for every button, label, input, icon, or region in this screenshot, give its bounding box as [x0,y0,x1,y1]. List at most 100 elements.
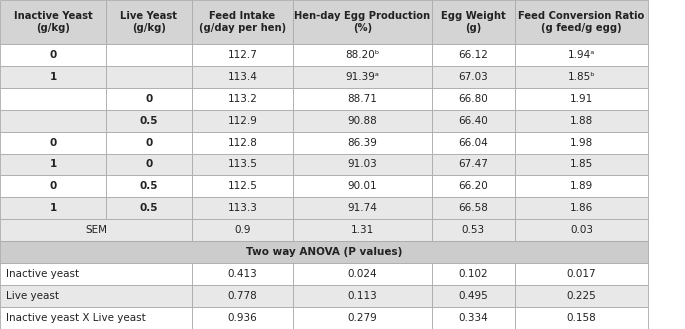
Bar [432,154,515,175]
Text: Feed Conversion Ratio
(g feed/g egg): Feed Conversion Ratio (g feed/g egg) [519,11,645,33]
Text: 67.47: 67.47 [458,160,488,169]
Bar [0,0,106,44]
Text: 0.9: 0.9 [234,225,251,235]
Text: 66.40: 66.40 [458,115,488,126]
Text: 66.58: 66.58 [458,203,488,214]
Text: Inactive yeast: Inactive yeast [6,269,79,279]
Text: 1: 1 [49,203,57,214]
Bar [106,0,192,44]
Bar [106,44,192,66]
Text: 0.53: 0.53 [462,225,485,235]
Text: 0.413: 0.413 [227,269,258,279]
Bar [192,154,293,175]
Bar [293,263,432,285]
Bar [432,175,515,197]
Bar [106,197,192,219]
Text: 91.39ᵃ: 91.39ᵃ [345,72,379,82]
Text: 1.31: 1.31 [351,225,374,235]
Text: 112.7: 112.7 [227,50,258,60]
Bar [0,132,106,154]
Bar [432,285,515,307]
Text: Live Yeast
(g/kg): Live Yeast (g/kg) [121,11,177,33]
Text: 0.102: 0.102 [458,269,488,279]
Bar [106,175,192,197]
Text: 88.20ᵇ: 88.20ᵇ [345,50,379,60]
Bar [515,197,648,219]
Bar [432,307,515,329]
Text: 1.85: 1.85 [570,160,593,169]
Bar [0,197,106,219]
Text: 0.334: 0.334 [458,313,488,323]
Text: 113.3: 113.3 [227,203,258,214]
Bar [293,44,432,66]
Bar [106,110,192,132]
Bar [515,219,648,241]
Bar [432,44,515,66]
Text: 0.279: 0.279 [347,313,377,323]
Text: 0.5: 0.5 [140,115,158,126]
Bar [293,285,432,307]
Bar [106,66,192,88]
Text: 113.5: 113.5 [227,160,258,169]
Text: 91.03: 91.03 [347,160,377,169]
Text: 112.8: 112.8 [227,138,258,148]
Bar [293,154,432,175]
Text: 66.04: 66.04 [458,138,488,148]
Bar [0,263,192,285]
Bar [0,88,106,110]
Bar [0,154,106,175]
Bar [515,44,648,66]
Text: Live yeast: Live yeast [6,291,59,301]
Bar [0,219,192,241]
Bar [293,219,432,241]
Bar [106,154,192,175]
Bar [106,88,192,110]
Bar [432,66,515,88]
Text: 1.88: 1.88 [570,115,593,126]
Text: 88.71: 88.71 [347,94,377,104]
Text: 0.017: 0.017 [566,269,597,279]
Text: Egg Weight
(g): Egg Weight (g) [441,11,506,33]
Bar [293,88,432,110]
Bar [293,197,432,219]
Text: 90.01: 90.01 [347,181,377,191]
Text: Hen-day Egg Production
(%): Hen-day Egg Production (%) [295,11,430,33]
Bar [432,263,515,285]
Text: Inactive yeast X Live yeast: Inactive yeast X Live yeast [6,313,146,323]
Bar [293,132,432,154]
Bar [0,44,106,66]
Text: 112.5: 112.5 [227,181,258,191]
Text: 91.74: 91.74 [347,203,377,214]
Text: 1: 1 [49,160,57,169]
Text: 86.39: 86.39 [347,138,377,148]
Bar [293,175,432,197]
Text: Inactive Yeast
(g/kg): Inactive Yeast (g/kg) [14,11,92,33]
Text: 1.91: 1.91 [570,94,593,104]
Bar [192,285,293,307]
Bar [293,110,432,132]
Text: 112.9: 112.9 [227,115,258,126]
Text: 1.94ᵃ: 1.94ᵃ [568,50,595,60]
Bar [192,175,293,197]
Bar [293,66,432,88]
Bar [515,88,648,110]
Bar [432,88,515,110]
Text: 0.495: 0.495 [458,291,488,301]
Text: 0.5: 0.5 [140,203,158,214]
Text: 0: 0 [49,181,57,191]
Bar [192,197,293,219]
Bar [515,132,648,154]
Text: 1: 1 [49,72,57,82]
Bar [0,66,106,88]
Bar [192,0,293,44]
Text: 1.89: 1.89 [570,181,593,191]
Text: 67.03: 67.03 [458,72,488,82]
Text: 113.2: 113.2 [227,94,258,104]
Text: 0.03: 0.03 [570,225,593,235]
Text: 66.20: 66.20 [458,181,488,191]
Bar [293,0,432,44]
Bar [0,110,106,132]
Bar [515,0,648,44]
Text: 0: 0 [145,138,153,148]
Bar [515,307,648,329]
